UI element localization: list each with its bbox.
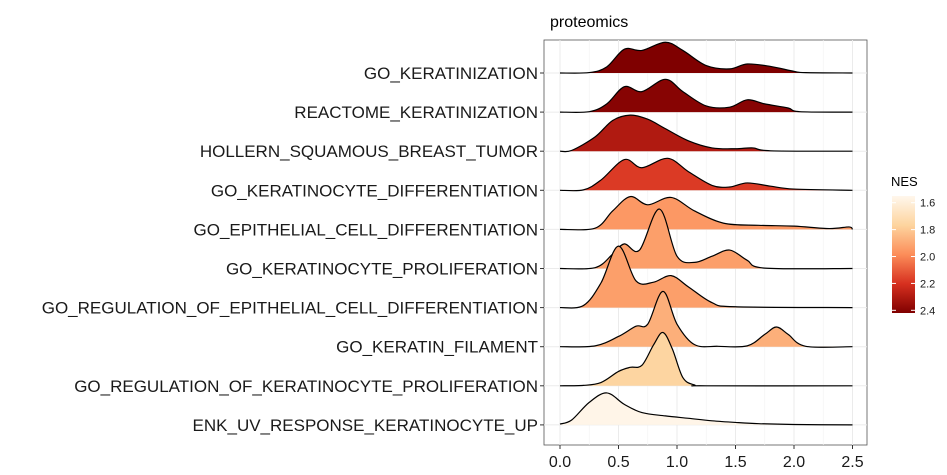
y-tick-label: GO_KERATINOCYTE_DIFFERENTIATION — [211, 181, 538, 200]
ridge-outline — [559, 195, 853, 231]
y-tick-label: HOLLERN_SQUAMOUS_BREAST_TUMOR — [200, 142, 538, 161]
ridge-GO_KERATIN_FILAMENT — [559, 290, 853, 348]
x-tick-label: 0.0 — [549, 454, 571, 471]
y-tick-label: GO_EPITHELIAL_CELL_DIFFERENTIATION — [194, 220, 539, 239]
legend-tick-label: 2.2 — [920, 278, 935, 290]
y-tick-label: GO_KERATIN_FILAMENT — [336, 338, 538, 357]
ridge-fill — [560, 291, 853, 348]
ridge-fill — [560, 158, 853, 191]
legend-title: NES — [891, 174, 918, 189]
y-tick-label: ENK_UV_RESPONSE_KERATINOCYTE_UP — [193, 416, 538, 435]
ridge-fill — [560, 332, 853, 386]
ridge-outline — [559, 157, 853, 192]
y-tick-label: GO_KERATINIZATION — [364, 64, 538, 83]
y-axis: GO_KERATINIZATION REACTOME_KERATINIZATION… — [42, 64, 544, 435]
y-tick-label: GO_REGULATION_OF_KERATINOCYTE_PROLIFERAT… — [74, 377, 538, 396]
y-tick-label: REACTOME_KERATINIZATION — [294, 103, 538, 122]
ridge-outline — [559, 290, 853, 348]
ridge-GO_KERATINOCYTE_DIFFERENTIATION — [559, 157, 853, 192]
legend-ticks: 1.6 1.8 2.0 2.2 2.4 — [892, 198, 935, 317]
ridge-HOLLERN_SQUAMOUS_BREAST_TUMOR — [559, 114, 853, 153]
legend-tick-label: 2.0 — [920, 252, 935, 264]
ridge-outline — [559, 392, 853, 426]
ridge-outline — [559, 245, 853, 309]
legend-tick-label: 1.8 — [920, 225, 935, 237]
x-tick-label: 0.5 — [607, 454, 629, 471]
legend-colorbar — [892, 196, 915, 313]
ridge-GO_EPITHELIAL_CELL_DIFFERENTIATION — [559, 195, 853, 231]
ridge-fill — [560, 115, 853, 152]
ridge-outline — [559, 331, 853, 387]
ridge-outline — [559, 114, 853, 153]
x-tick-label: 1.5 — [724, 454, 746, 471]
ridge-GO_KERATINIZATION — [559, 41, 853, 74]
ridge-REACTOME_KERATINIZATION — [559, 78, 853, 114]
ridge-ENK_UV_RESPONSE_KERATINOCYTE_UP — [559, 392, 853, 426]
legend: NES 1.6 1.8 2.0 2.2 2.4 — [891, 174, 935, 317]
ridge-outline — [559, 78, 853, 114]
ridge-GO_REGULATION_OF_KERATINOCYTE_PROLIFERATION — [559, 331, 853, 387]
x-tick-label: 2.0 — [783, 454, 805, 471]
x-tick-label: 1.0 — [666, 454, 688, 471]
legend-tick-label: 2.4 — [920, 305, 935, 317]
legend-tick-label: 1.6 — [920, 198, 935, 210]
y-tick-label: GO_REGULATION_OF_EPITHELIAL_CELL_DIFFERE… — [42, 299, 538, 318]
chart-title: proteomics — [550, 14, 628, 31]
x-axis: 0.0 0.5 1.0 1.5 2.0 2.5 — [549, 445, 864, 471]
x-tick-label: 2.5 — [841, 454, 863, 471]
ridge-fill — [560, 196, 853, 230]
ridge-fill — [560, 246, 853, 308]
ridge-GO_REGULATION_OF_EPITHELIAL_CELL_DIFFERENTIATION — [559, 245, 853, 309]
ridge-fill — [560, 209, 853, 269]
ridge-outline — [559, 41, 853, 74]
y-tick-label: GO_KERATINOCYTE_PROLIFERATION — [226, 260, 538, 279]
ridge-fill — [560, 392, 853, 425]
ridge-fill — [560, 42, 853, 74]
ridges — [559, 41, 853, 426]
ridge-fill — [560, 79, 853, 113]
